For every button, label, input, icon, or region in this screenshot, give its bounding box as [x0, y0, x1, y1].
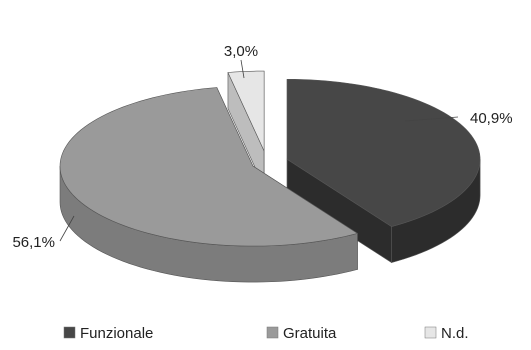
- legend-label: Funzionale: [80, 325, 153, 342]
- leader-line-funzionale: [404, 116, 459, 122]
- pie-slice-top: [59, 87, 359, 247]
- legend: Funzionale Gratuita N.d.: [63, 325, 469, 342]
- legend-swatch: [63, 326, 76, 339]
- pie-slice-funzionale: [286, 78, 481, 264]
- pie-slice-top: [286, 78, 481, 227]
- legend-swatch: [266, 326, 279, 339]
- legend-swatch: [424, 326, 437, 339]
- data-labels: 40,9% 56,1% 3,0%: [12, 43, 512, 251]
- pie-slice-top: [227, 70, 265, 152]
- legend-label: Gratuita: [283, 325, 337, 342]
- legend-item-n-d: N.d.: [424, 325, 469, 342]
- legend-label: N.d.: [441, 325, 469, 342]
- pie-slices: [59, 70, 481, 283]
- legend-item-funzionale: Funzionale: [63, 325, 153, 342]
- pie-slice-n-d: [227, 70, 265, 188]
- pie-slice-gratuita: [59, 87, 359, 283]
- leader-line-gratuita: [59, 215, 75, 242]
- data-label-gratuita: 56,1%: [12, 234, 55, 251]
- data-label-funzionale: 40,9%: [470, 110, 513, 127]
- legend-item-gratuita: Gratuita: [266, 325, 337, 342]
- leader-line-n-d: [240, 59, 245, 79]
- data-label-n-d: 3,0%: [224, 43, 258, 60]
